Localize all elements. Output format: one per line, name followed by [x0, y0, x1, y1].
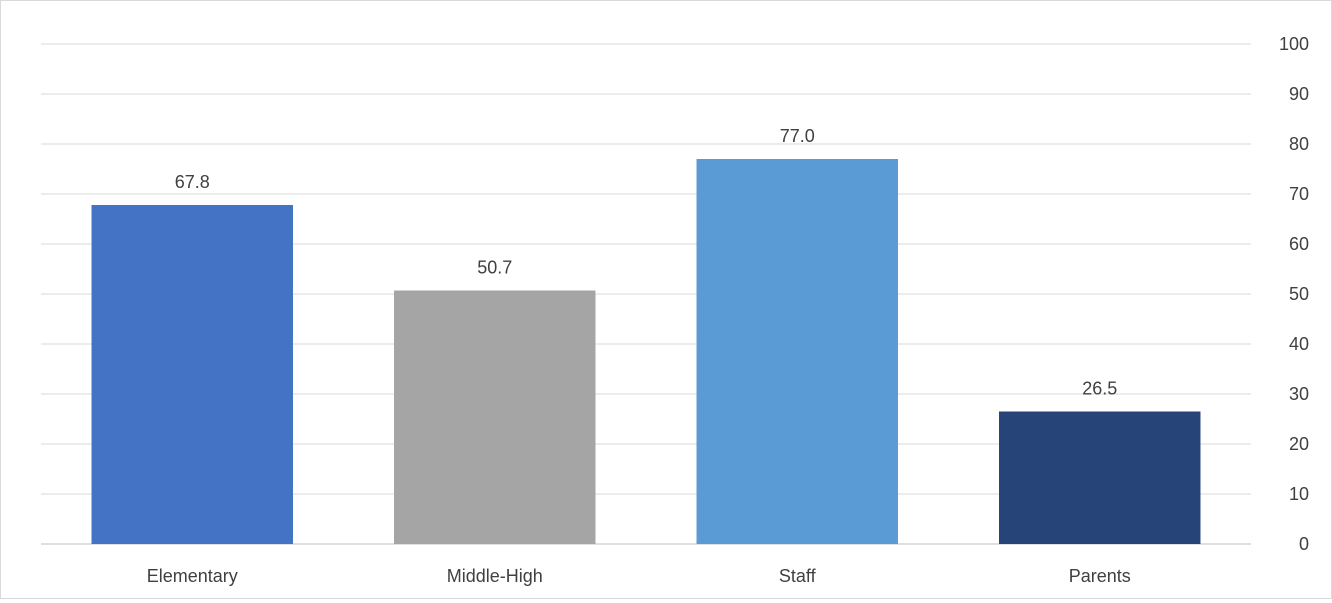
- y-tick-label: 100: [1279, 34, 1309, 54]
- bar-middle-high: [394, 290, 596, 544]
- x-axis-labels: Elementary Middle-High Staff Parents: [147, 566, 1131, 586]
- y-tick-label: 20: [1289, 434, 1309, 454]
- bars: [91, 159, 1201, 544]
- x-tick-label: Parents: [1069, 566, 1131, 586]
- bar-staff: [696, 159, 898, 544]
- y-tick-label: 10: [1289, 484, 1309, 504]
- x-tick-label: Staff: [779, 566, 817, 586]
- y-tick-label: 50: [1289, 284, 1309, 304]
- x-tick-label: Middle-High: [447, 566, 543, 586]
- data-label: 26.5: [1082, 379, 1117, 399]
- y-tick-label: 40: [1289, 334, 1309, 354]
- value-labels: 67.8 50.7 77.0 26.5: [175, 126, 1118, 399]
- y-axis-labels: 0 10 20 30 40 50 60 70 80 90 100: [1279, 34, 1309, 554]
- y-tick-label: 90: [1289, 84, 1309, 104]
- y-tick-label: 80: [1289, 134, 1309, 154]
- y-tick-label: 30: [1289, 384, 1309, 404]
- bar-elementary: [91, 205, 293, 544]
- y-tick-label: 70: [1289, 184, 1309, 204]
- x-tick-label: Elementary: [147, 566, 238, 586]
- data-label: 77.0: [780, 126, 815, 146]
- y-tick-label: 0: [1299, 534, 1309, 554]
- data-label: 67.8: [175, 172, 210, 192]
- data-label: 50.7: [477, 258, 512, 278]
- y-tick-label: 60: [1289, 234, 1309, 254]
- bar-parents: [999, 411, 1201, 544]
